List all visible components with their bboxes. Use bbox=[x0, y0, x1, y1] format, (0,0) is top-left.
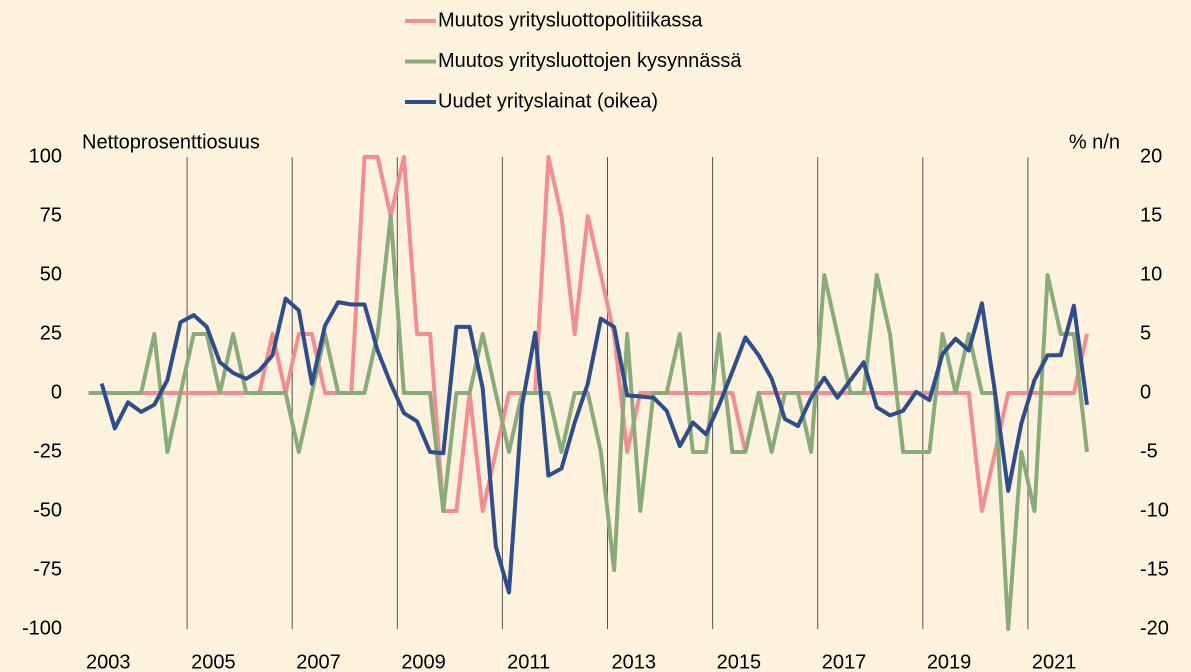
y-tick-label: 50 bbox=[40, 263, 62, 285]
x-tick-label: 2017 bbox=[822, 651, 867, 672]
y2-tick-label: 20 bbox=[1140, 145, 1162, 167]
legend-label: Uudet yrityslainat (oikea) bbox=[438, 90, 658, 112]
y2-tick-label: 15 bbox=[1140, 204, 1162, 226]
y-tick-label: -100 bbox=[22, 617, 62, 639]
series-line bbox=[88, 214, 1089, 631]
y2-tick-label: -10 bbox=[1140, 499, 1169, 521]
y2-tick-label: -20 bbox=[1140, 617, 1169, 639]
y2-tick-label: -5 bbox=[1140, 440, 1158, 462]
y2-tick-label: 10 bbox=[1140, 263, 1162, 285]
y-tick-label: 100 bbox=[29, 145, 62, 167]
y2-tick-label: 5 bbox=[1140, 322, 1151, 344]
x-tick-label: 2005 bbox=[191, 651, 236, 672]
series-line bbox=[99, 296, 1089, 595]
y-axis-label: Nettoprosenttiosuus bbox=[82, 131, 260, 153]
x-tick-label: 2015 bbox=[717, 651, 762, 672]
x-tick-label: 2019 bbox=[927, 651, 972, 672]
x-tick-label: 2003 bbox=[86, 651, 131, 672]
y-tick-label: -75 bbox=[33, 558, 62, 580]
x-tick-label: 2011 bbox=[507, 651, 550, 672]
x-tick-label: 2009 bbox=[401, 651, 446, 672]
x-tick-label: 2021 bbox=[1032, 651, 1077, 672]
y-tick-label: 25 bbox=[40, 322, 62, 344]
y-tick-label: 75 bbox=[40, 204, 62, 226]
x-tick-label: 2007 bbox=[296, 651, 341, 672]
y-tick-label: 0 bbox=[51, 381, 62, 403]
y-tick-label: -50 bbox=[33, 499, 62, 521]
y-tick-label: -25 bbox=[33, 440, 62, 462]
y2-tick-label: -15 bbox=[1140, 558, 1169, 580]
x-tick-label: 2013 bbox=[612, 651, 657, 672]
legend-label: Muutos yritysluottojen kysynnässä bbox=[438, 50, 742, 72]
y2-axis-label: % n/n bbox=[1069, 131, 1120, 153]
legend-label: Muutos yritysluottopolitiikassa bbox=[438, 9, 703, 31]
y2-tick-label: 0 bbox=[1140, 381, 1151, 403]
